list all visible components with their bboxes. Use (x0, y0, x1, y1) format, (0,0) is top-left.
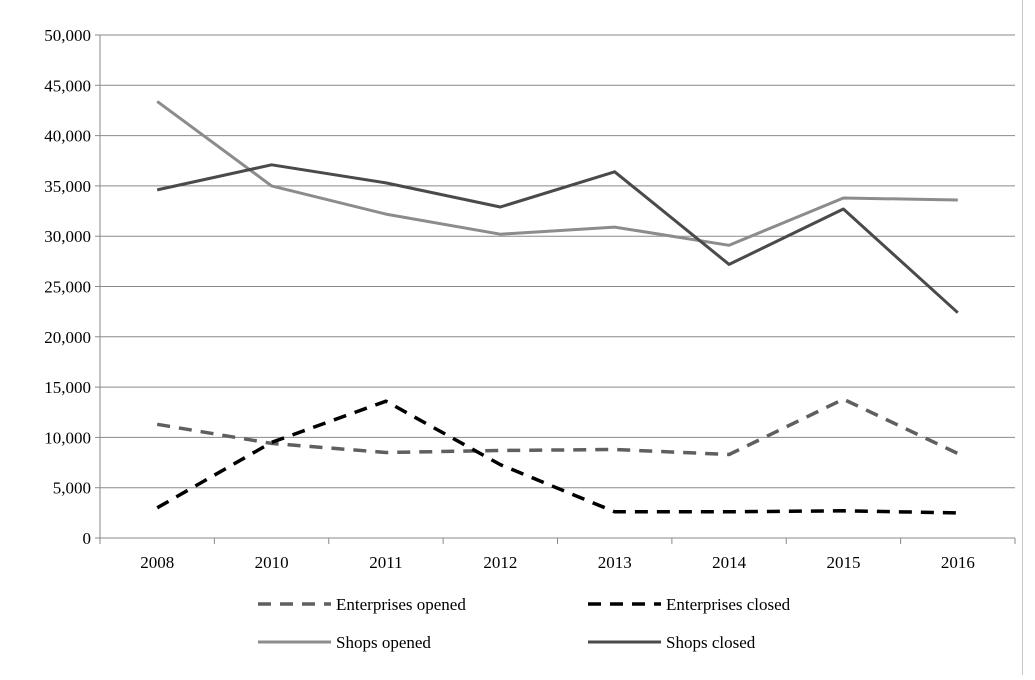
y-tick-label: 25,000 (44, 278, 91, 297)
legend-label-2: Enterprises closed (666, 595, 791, 614)
x-tick-label: 2008 (140, 553, 174, 572)
y-tick-label: 40,000 (44, 127, 91, 146)
series-line-4 (156, 163, 959, 314)
x-tick-label: 2014 (712, 553, 747, 572)
gridlines (100, 34, 1015, 489)
x-tick-label: 2016 (941, 553, 975, 572)
y-tick-label: 45,000 (44, 76, 91, 95)
x-tick-label: 2013 (598, 553, 632, 572)
y-axis-ticks: 0 5,000 10,000 15,000 20,000 25,000 30,000 35,0… (44, 26, 100, 548)
y-tick-label: 10,000 (44, 428, 91, 447)
x-tick-label: 2012 (483, 553, 517, 572)
series-line-3 (156, 100, 958, 247)
y-tick-label: 20,000 (44, 328, 91, 347)
x-tick-label: 2015 (826, 553, 860, 572)
series-lines (156, 100, 959, 515)
y-tick-label: 15,000 (44, 378, 91, 397)
y-tick-label: 5,000 (53, 479, 91, 498)
legend-label-1: Enterprises opened (336, 595, 466, 614)
y-tick-label: 50,000 (44, 26, 91, 45)
series-line-2 (156, 399, 958, 515)
legend: Enterprises opened Enterprises closed Shop… (258, 595, 791, 652)
x-tick-label: 2010 (255, 553, 289, 572)
legend-label-4: Shops closed (666, 633, 756, 652)
y-tick-label: 0 (83, 529, 92, 548)
series-line-1 (156, 397, 959, 457)
x-tick-label: 2011 (369, 553, 402, 572)
legend-label-3: Shops opened (336, 633, 431, 652)
x-axis-ticks: 2008 2010 2011 2012 2013 2014 2015 2016 (99, 538, 1016, 572)
y-tick-label: 35,000 (44, 177, 91, 196)
y-tick-label: 30,000 (44, 227, 91, 246)
